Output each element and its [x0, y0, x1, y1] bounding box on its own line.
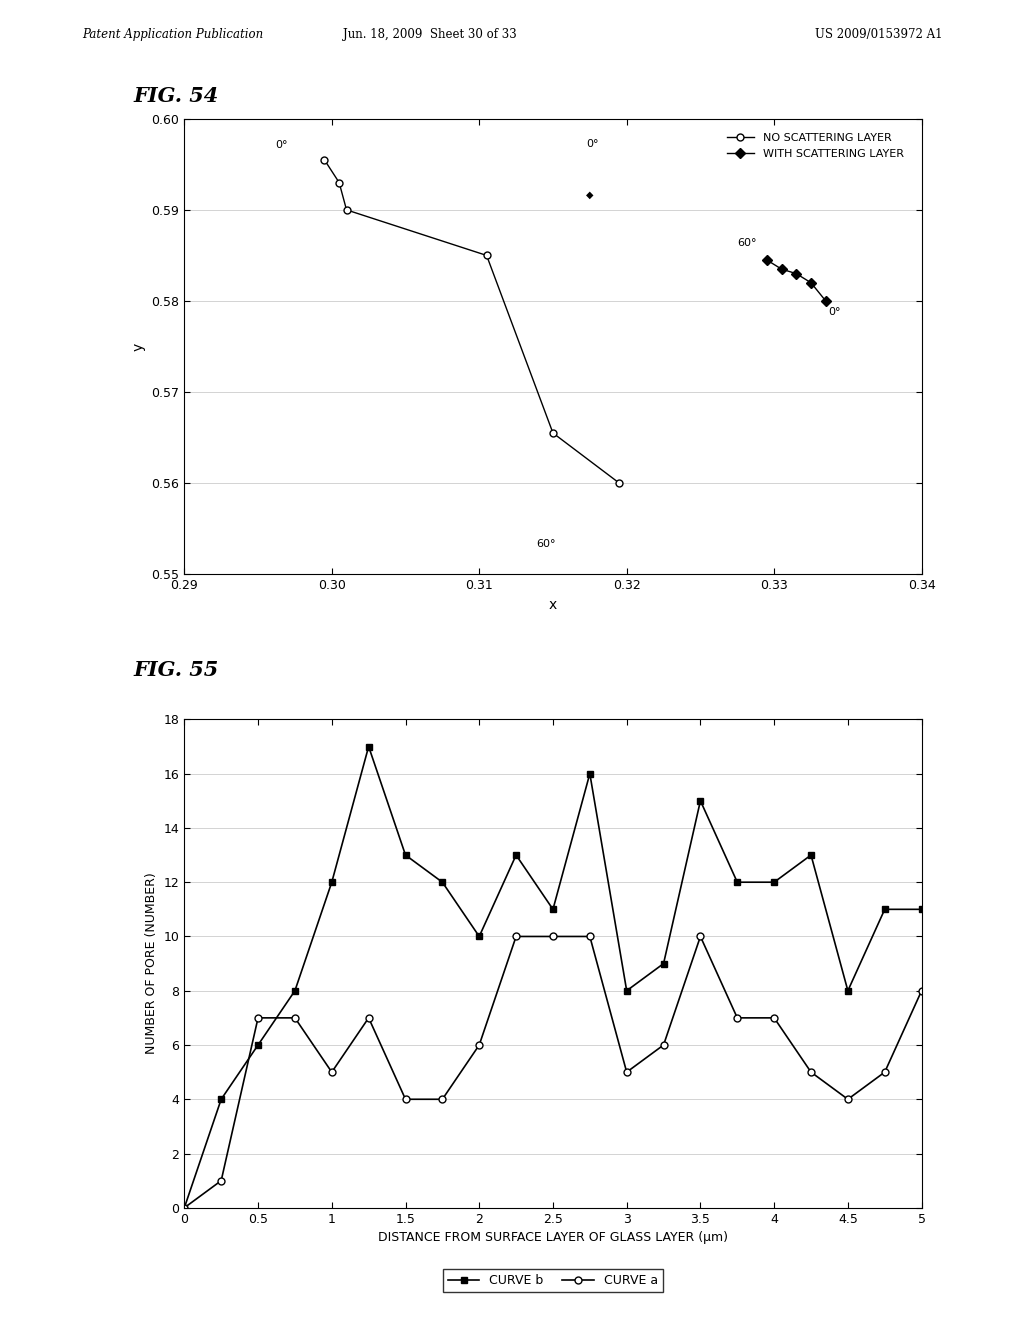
- Text: FIG. 55: FIG. 55: [133, 660, 218, 680]
- CURVE b: [362, 739, 375, 755]
- Text: Patent Application Publication: Patent Application Publication: [82, 28, 263, 41]
- CURVE a: [326, 1064, 338, 1080]
- CURVE a: [547, 928, 559, 944]
- CURVE a: [252, 1010, 264, 1026]
- CURVE b: [731, 874, 743, 890]
- CURVE a: [805, 1064, 817, 1080]
- CURVE a: [657, 1038, 670, 1053]
- CURVE b: [547, 902, 559, 917]
- X-axis label: DISTANCE FROM SURFACE LAYER OF GLASS LAYER (μm): DISTANCE FROM SURFACE LAYER OF GLASS LAY…: [378, 1232, 728, 1245]
- CURVE a: [399, 1092, 412, 1107]
- CURVE b: [805, 847, 817, 863]
- CURVE b: [436, 874, 449, 890]
- CURVE a: [915, 983, 928, 999]
- Y-axis label: y: y: [132, 342, 145, 351]
- Text: 0°: 0°: [275, 140, 288, 150]
- Text: US 2009/0153972 A1: US 2009/0153972 A1: [814, 28, 942, 41]
- CURVE a: [473, 1038, 485, 1053]
- CURVE a: [436, 1092, 449, 1107]
- Legend: NO SCATTERING LAYER, WITH SCATTERING LAYER: NO SCATTERING LAYER, WITH SCATTERING LAY…: [722, 129, 908, 164]
- CURVE b: [215, 1092, 227, 1107]
- CURVE a: [289, 1010, 301, 1026]
- CURVE b: [252, 1038, 264, 1053]
- CURVE b: [584, 766, 596, 781]
- CURVE a: [842, 1092, 854, 1107]
- CURVE b: [621, 983, 633, 999]
- Line: CURVE b: CURVE b: [181, 743, 925, 1212]
- CURVE a: [362, 1010, 375, 1026]
- CURVE b: [842, 983, 854, 999]
- CURVE b: [694, 793, 707, 809]
- CURVE b: [657, 956, 670, 972]
- CURVE a: [510, 928, 522, 944]
- CURVE b: [473, 928, 485, 944]
- Text: Jun. 18, 2009  Sheet 30 of 33: Jun. 18, 2009 Sheet 30 of 33: [343, 28, 517, 41]
- CURVE b: [915, 902, 928, 917]
- Text: 0°: 0°: [586, 140, 599, 149]
- Text: ◆: ◆: [586, 189, 594, 199]
- CURVE b: [326, 874, 338, 890]
- Line: CURVE a: CURVE a: [181, 933, 925, 1212]
- CURVE b: [289, 983, 301, 999]
- CURVE b: [510, 847, 522, 863]
- CURVE b: [178, 1200, 190, 1216]
- Text: 0°: 0°: [828, 306, 841, 317]
- CURVE a: [178, 1200, 190, 1216]
- CURVE a: [731, 1010, 743, 1026]
- CURVE b: [879, 902, 891, 917]
- Text: FIG. 54: FIG. 54: [133, 86, 218, 106]
- Text: 60°: 60°: [737, 239, 757, 248]
- CURVE a: [879, 1064, 891, 1080]
- Y-axis label: NUMBER OF PORE (NUMBER): NUMBER OF PORE (NUMBER): [145, 873, 158, 1055]
- X-axis label: x: x: [549, 598, 557, 611]
- CURVE b: [399, 847, 412, 863]
- CURVE a: [584, 928, 596, 944]
- CURVE a: [768, 1010, 780, 1026]
- Legend: CURVE b, CURVE a: CURVE b, CURVE a: [443, 1269, 663, 1292]
- CURVE b: [768, 874, 780, 890]
- CURVE a: [621, 1064, 633, 1080]
- CURVE a: [215, 1172, 227, 1188]
- Text: 60°: 60°: [536, 539, 555, 549]
- CURVE a: [694, 928, 707, 944]
